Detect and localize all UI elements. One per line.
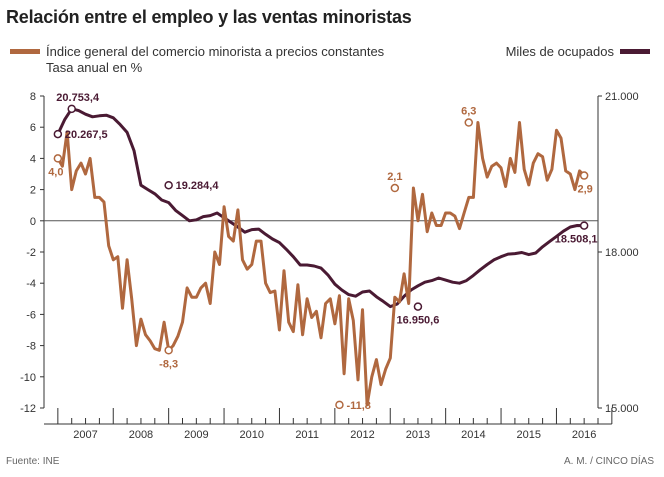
legend-employment-label: Miles de ocupados (505, 44, 614, 59)
x-axis-tick-label: 2011 (295, 429, 319, 441)
legend-retail-swatch (10, 49, 40, 55)
left-axis-tick-label: 8 (30, 91, 36, 103)
x-axis-tick-label: 2007 (73, 429, 97, 441)
employment-data-label: 19.284,4 (176, 180, 220, 192)
series-line-employment (56, 107, 586, 309)
chart-title: Relación entre el empleo y las ventas mi… (6, 7, 412, 27)
left-axis-tick-label: 0 (30, 216, 36, 228)
credit-note: A. M. / CINCO DÍAS (563, 456, 654, 467)
retail-data-point (579, 171, 589, 180)
legend-employment: Miles de ocupados (506, 44, 650, 59)
right-axis-tick-label: 15.000 (605, 403, 639, 415)
x-axis-tick-label: 2008 (129, 429, 153, 441)
left-axis-tick-label: -6 (26, 309, 36, 321)
employment-data-point (53, 129, 63, 139)
employment-data-point (67, 104, 76, 114)
employment-data-label: 20.753,4 (56, 92, 100, 104)
left-axis-tick-label: -8 (26, 341, 36, 353)
legend-retail-sublabel: Tasa anual en % (46, 60, 143, 75)
retail-data-label: -8,3 (159, 358, 178, 370)
x-axis-tick-label: 2012 (350, 429, 374, 441)
left-axis-tick-label: -4 (26, 278, 36, 290)
left-axis-tick-label: -2 (26, 247, 36, 259)
retail-data-point (164, 346, 173, 355)
series-line-retail (56, 121, 586, 407)
legend-retail-label: Índice general del comercio minorista a … (46, 44, 385, 59)
retail-data-label: 6,3 (461, 106, 476, 118)
legend-employment-swatch (620, 49, 650, 55)
retail-data-point (335, 400, 344, 410)
employment-data-point (579, 221, 589, 230)
left-axis-tick-label: 2 (30, 185, 36, 197)
left-axis-tick-label: 4 (30, 153, 36, 165)
left-axis-tick-label: -10 (20, 372, 36, 384)
x-axis-tick-label: 2013 (406, 429, 430, 441)
retail-data-label: -11,8 (346, 400, 370, 412)
employment-data-label: 18.508,1 (555, 234, 598, 246)
right-axis-tick-label: 21.000 (605, 91, 639, 103)
retail-data-point (464, 118, 474, 127)
retail-data-label: 2,1 (387, 171, 402, 183)
source-note: Fuente: INE (6, 456, 60, 467)
x-axis-tick-label: 2016 (572, 429, 596, 441)
retail-data-label: 4,0 (48, 166, 63, 178)
legend-retail: Índice general del comercio minorista a … (10, 44, 384, 76)
left-axis-tick-label: 6 (30, 122, 36, 134)
employment-data-label: 20.267,5 (65, 129, 108, 141)
x-axis-tick-label: 2009 (184, 429, 208, 441)
employment-data-point (413, 302, 423, 311)
right-axis-tick-label: 18.000 (605, 247, 639, 259)
retail-data-point (53, 154, 63, 163)
employment-data-label: 16.950,6 (397, 315, 440, 327)
x-axis-tick-label: 2015 (517, 429, 541, 441)
x-axis-tick-label: 2014 (461, 429, 485, 441)
employment-data-point (164, 180, 173, 190)
x-axis-tick-label: 2010 (240, 429, 264, 441)
retail-data-label: 2,9 (578, 184, 593, 196)
retail-data-point (390, 183, 400, 193)
left-axis-tick-label: -12 (20, 403, 36, 415)
